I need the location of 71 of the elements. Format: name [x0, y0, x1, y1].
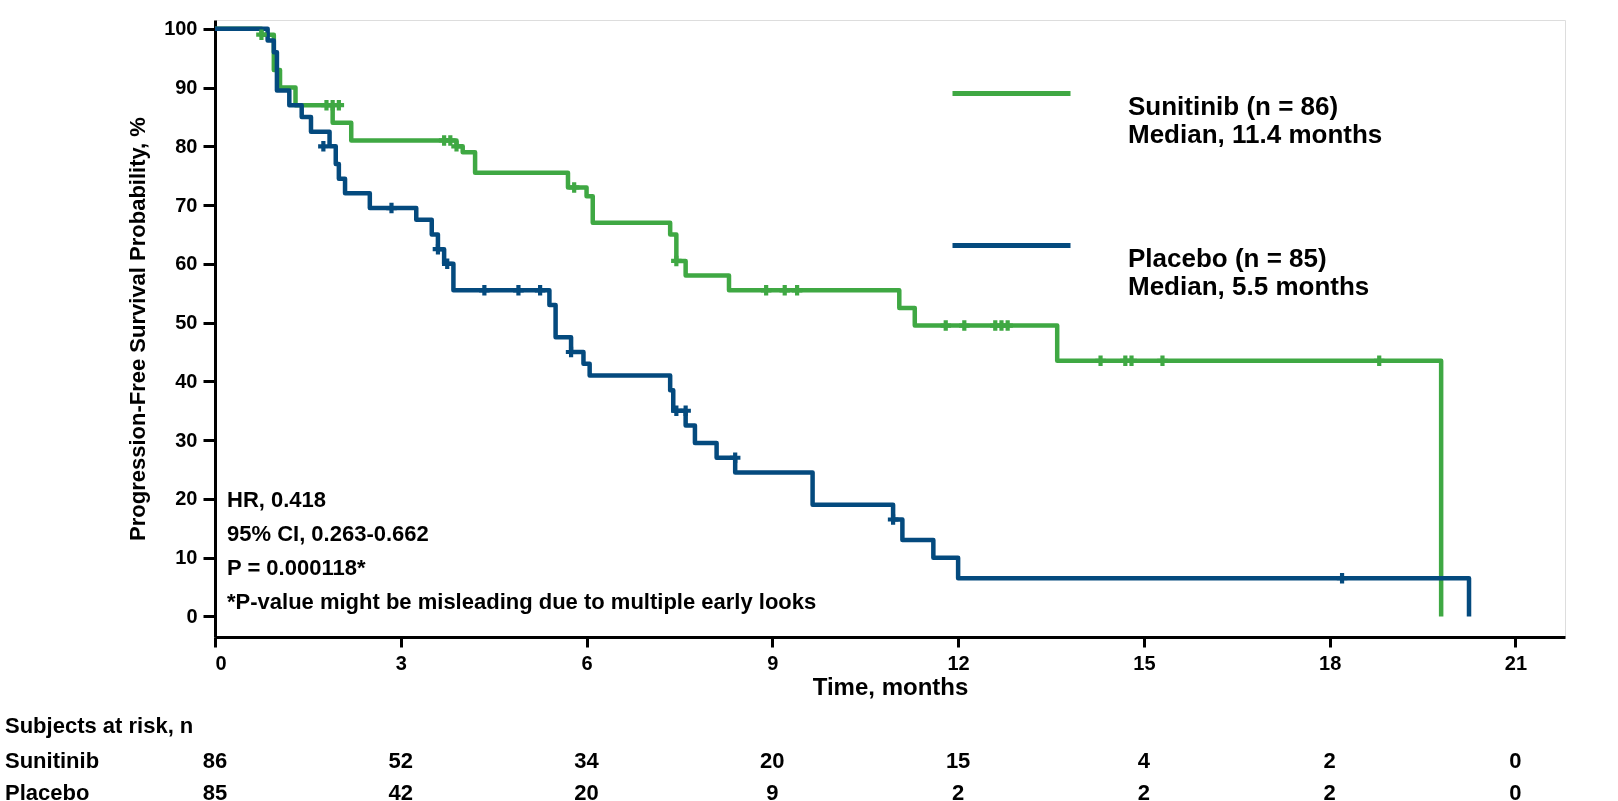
y-tick-label: 50	[175, 311, 198, 334]
point	[1095, 355, 1106, 367]
point	[940, 320, 951, 331]
x-tick-label: 3	[395, 651, 407, 674]
point	[256, 29, 267, 40]
y-tick-label: 70	[175, 193, 198, 216]
text: 2	[951, 780, 965, 801]
y-tick-label: 60	[175, 252, 198, 275]
y-tick-label: 20	[175, 487, 198, 510]
x-tick-label: 12	[947, 651, 970, 674]
text: 85	[202, 780, 228, 801]
x-tick-label: 21	[1504, 651, 1528, 674]
y-tick-label: 100	[164, 17, 198, 40]
text: 86	[202, 748, 228, 773]
point	[887, 514, 899, 525]
y-tick-label: 30	[175, 428, 198, 451]
x-tick-label: 15	[1133, 651, 1156, 674]
text: 20	[760, 748, 785, 773]
point	[568, 182, 580, 193]
point	[680, 405, 691, 417]
text: 2	[1323, 780, 1336, 801]
y-tick-label: 0	[186, 604, 198, 627]
annotation: 95% CI, 0.263-0.662	[227, 521, 429, 546]
text: 9	[766, 780, 779, 801]
annotation: *P-value might be misleading due to multiple early looks	[227, 589, 817, 614]
text: Placebo	[5, 780, 90, 801]
x-tick-label: 18	[1319, 651, 1342, 674]
point	[1157, 355, 1168, 367]
point	[479, 285, 490, 296]
point	[779, 285, 790, 296]
point	[534, 285, 546, 296]
point	[1373, 355, 1385, 367]
point	[513, 285, 524, 296]
annotation: P = 0.000118*	[227, 555, 366, 580]
text: 20	[574, 780, 599, 801]
point	[451, 141, 462, 152]
legend-label: Placebo (n = 85) Median, 5.5 months	[1128, 242, 1370, 301]
point	[791, 285, 803, 296]
point	[1002, 320, 1013, 331]
y-tick-label: 40	[175, 369, 198, 392]
point	[318, 141, 329, 152]
legend-label: Sunitinib (n = 86) Median, 11.4 months	[1128, 90, 1383, 149]
text: 42	[388, 780, 414, 801]
text: Subjects at risk, n	[5, 713, 194, 738]
text: 34	[574, 748, 600, 773]
text: 2	[1137, 780, 1151, 801]
text: 0	[1509, 748, 1522, 773]
point	[441, 258, 453, 270]
point	[729, 452, 741, 464]
y-axis-title: Progression-Free Survival Probability, %	[125, 117, 151, 541]
point	[959, 320, 970, 331]
point	[1126, 355, 1137, 367]
y-tick-label: 10	[175, 546, 198, 569]
point	[445, 135, 456, 146]
x-tick-label: 0	[215, 651, 227, 674]
y-tick-label: 90	[175, 76, 198, 99]
text: 2	[1323, 748, 1336, 773]
annotation: HR, 0.418	[227, 487, 327, 512]
text: 52	[388, 748, 414, 773]
point	[386, 202, 397, 214]
point	[671, 255, 682, 267]
text: 0	[1509, 780, 1522, 801]
y-tick-label: 80	[175, 134, 198, 157]
point	[1336, 572, 1348, 584]
text: Sunitinib	[5, 748, 100, 773]
point	[760, 285, 772, 296]
text: 15	[945, 748, 971, 773]
text: 4	[1137, 748, 1151, 773]
x-tick-label: 9	[767, 651, 779, 674]
x-axis-title: Time, months	[812, 672, 969, 700]
x-tick-label: 6	[581, 651, 593, 674]
